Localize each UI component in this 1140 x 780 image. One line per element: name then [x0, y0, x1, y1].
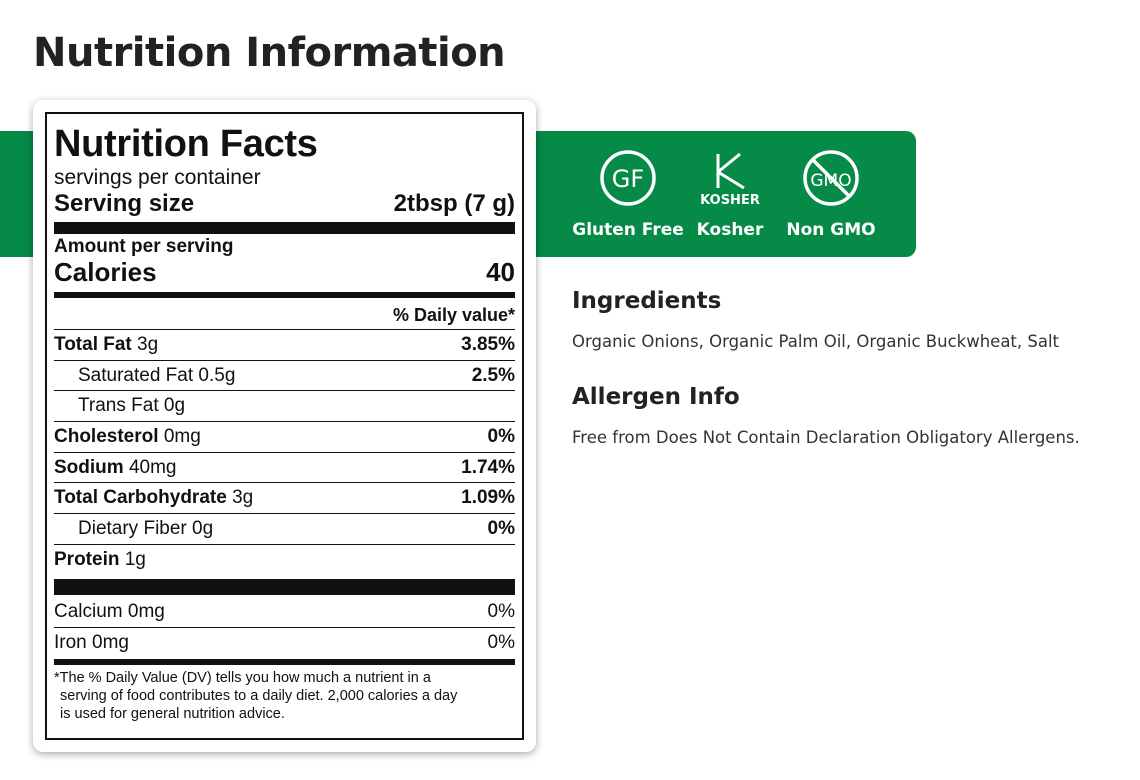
nutrient-dv: 0% [487, 425, 515, 447]
footnote-line: serving of food contributes to a daily d… [60, 687, 458, 704]
servings-per-container: servings per container [54, 166, 261, 189]
serving-size-label: Serving size [54, 190, 195, 217]
nutrient-row-sodium: Sodium 40mg 1.74% [54, 453, 515, 484]
nutrient-name: Trans Fat [78, 395, 159, 417]
nutrient-amount: 3g [137, 333, 159, 355]
nutrient-amount: 0g [163, 395, 186, 417]
kosher-icon: KOSHER [700, 152, 760, 208]
nutrient-name: Total Carbohydrate [54, 487, 227, 509]
calories-row: Calories 40 [54, 258, 515, 286]
serving-size-value: 2tbsp (7 g) [393, 190, 515, 217]
nutrient-row-total-fat: Total Fat 3g 3.85% [54, 330, 515, 361]
ingredients-title: Ingredients [572, 288, 722, 314]
daily-value-header: % Daily value* [54, 300, 515, 330]
non-gmo-icon: GMO [803, 150, 859, 206]
nutrition-facts-title: Nutrition Facts [54, 123, 318, 165]
calories-value: 40 [486, 257, 515, 287]
vitamin-dv: 0% [487, 632, 515, 653]
nutrient-row-total-carbohydrate: Total Carbohydrate 3g 1.09% [54, 483, 515, 515]
nutrient-name: Cholesterol [54, 425, 159, 447]
nutrient-row-dietary-fiber: Dietary Fiber 0g 0% [54, 514, 515, 545]
gluten-free-icon: GF [600, 150, 656, 206]
gluten-free-icon-text: GF [612, 165, 644, 193]
badge-label: Non GMO [786, 220, 876, 240]
allergen-info-text: Free from Does Not Contain Declaration O… [572, 428, 1080, 447]
vitamin-row-iron: Iron 0mg 0% [54, 628, 515, 659]
badge-gluten-free: GF Gluten Free [565, 148, 691, 248]
nutrient-name: Dietary Fiber [78, 517, 187, 539]
nutrient-amount: 0g [192, 517, 214, 539]
nutrient-dv: 0% [487, 517, 515, 539]
nutrient-row-saturated-fat: Saturated Fat 0.5g 2.5% [54, 361, 515, 392]
nutrient-name: Protein [54, 549, 120, 571]
nutrient-amount: 40mg [128, 456, 177, 478]
nutrient-dv: 2.5% [471, 364, 515, 386]
badge-label: Gluten Free [572, 220, 684, 240]
divider-thick [54, 222, 515, 234]
nutrient-dv: 3.85% [461, 333, 515, 355]
allergen-info-title: Allergen Info [572, 384, 740, 410]
serving-size-row: Serving size 2tbsp (7 g) [54, 190, 515, 218]
nutrient-amount: 0.5g [198, 364, 236, 386]
vitamin-name: Calcium 0mg [54, 600, 165, 622]
divider-medium-bottom [54, 658, 515, 665]
nutrient-amount: 3g [232, 487, 254, 509]
certification-badges: GF Gluten Free KOSHER Kosher GMO Non GMO [565, 148, 895, 248]
vitamin-name: Iron 0mg [54, 632, 129, 653]
amount-per-serving: Amount per serving [54, 236, 234, 257]
nutrient-name: Sodium [54, 456, 124, 478]
nutrient-amount: 1g [124, 549, 146, 571]
nutrient-dv: 1.74% [461, 456, 515, 478]
vitamin-dv: 0% [487, 600, 515, 622]
divider-medium [54, 292, 515, 298]
page-title: Nutrition Information [33, 30, 506, 76]
nutrient-row-trans-fat: Trans Fat 0g [54, 391, 515, 423]
vitamin-row-calcium: Calcium 0mg 0% [54, 597, 515, 628]
nutrient-row-protein: Protein 1g [54, 545, 515, 576]
non-gmo-icon-text: GMO [810, 171, 851, 191]
ingredients-text: Organic Onions, Organic Palm Oil, Organi… [572, 332, 1060, 351]
badge-non-gmo: GMO Non GMO [775, 148, 887, 248]
daily-value-footnote: *The % Daily Value (DV) tells you how mu… [54, 665, 515, 723]
nutrient-dv: 1.09% [461, 487, 515, 509]
nutrient-name: Total Fat [54, 333, 132, 355]
footnote-line: *The % Daily Value (DV) tells you how mu… [54, 669, 431, 686]
nutrient-row-cholesterol: Cholesterol 0mg 0% [54, 422, 515, 453]
nutrition-facts-card: Nutrition Facts servings per container S… [33, 100, 536, 752]
badge-kosher: KOSHER Kosher [685, 148, 775, 248]
nutrition-facts-label: Nutrition Facts servings per container S… [45, 112, 524, 740]
nutrient-amount: 0mg [163, 425, 201, 447]
badge-label: Kosher [696, 220, 764, 240]
calories-label: Calories [54, 257, 157, 287]
divider-heavy [54, 578, 515, 595]
kosher-icon-text: KOSHER [700, 193, 760, 208]
footnote-line: is used for general nutrition advice. [60, 705, 285, 722]
nutrient-name: Saturated Fat [78, 364, 194, 386]
